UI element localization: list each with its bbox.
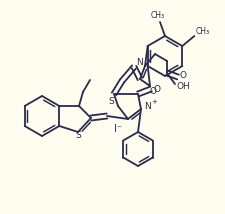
Text: I⁻: I⁻ <box>113 124 122 134</box>
Text: N: N <box>144 101 151 110</box>
Text: CH₃: CH₃ <box>194 27 208 36</box>
Text: S: S <box>108 97 113 106</box>
Text: OH: OH <box>175 82 189 91</box>
Text: S: S <box>75 131 81 141</box>
Text: +: + <box>150 99 156 105</box>
Text: CH₃: CH₃ <box>150 10 164 19</box>
Text: O: O <box>179 70 186 79</box>
Text: N: N <box>136 58 143 67</box>
Text: O: O <box>153 85 160 94</box>
Text: O: O <box>149 86 156 95</box>
